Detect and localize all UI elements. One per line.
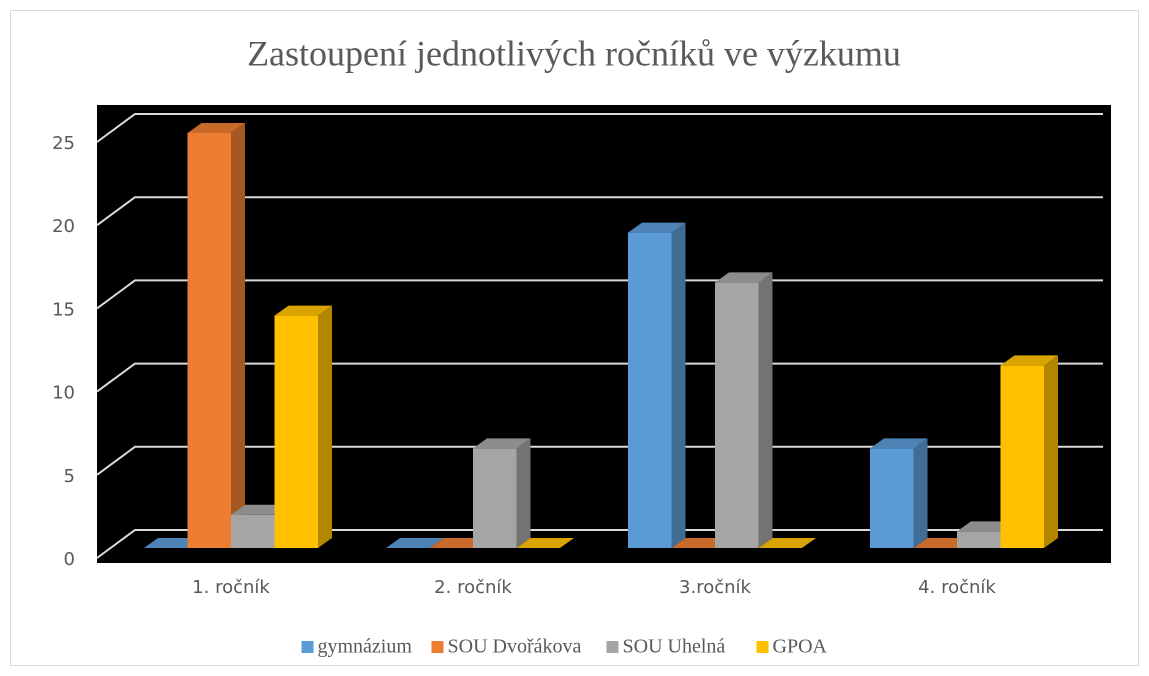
bar-top: [429, 538, 487, 548]
x-tick-label: 4. ročník: [918, 577, 996, 598]
bar: [870, 438, 928, 548]
legend-swatch: [431, 641, 444, 653]
bar-side: [318, 305, 332, 548]
y-tick-label: 10: [52, 383, 75, 404]
bar-top: [187, 123, 245, 133]
y-tick-label: 25: [52, 133, 75, 154]
bar-side: [758, 272, 773, 548]
legend-swatch: [756, 641, 769, 653]
legend-label: SOU Dvořákova: [448, 636, 582, 658]
bar-top: [957, 521, 1015, 532]
bar-front: [870, 448, 914, 548]
legend-swatch: [301, 641, 314, 653]
bar-top: [144, 538, 202, 548]
bar-top: [913, 538, 971, 548]
bar-side: [231, 123, 245, 548]
bar: [144, 538, 202, 548]
bar: [913, 538, 971, 548]
legend-label: gymnázium: [318, 636, 413, 658]
bar-front: [628, 232, 672, 548]
bar: [628, 222, 686, 548]
grid-line: [96, 529, 1103, 559]
bar: [758, 538, 816, 548]
legend-label: SOU Uhelná: [623, 636, 726, 658]
bar-top: [870, 438, 928, 449]
bar-side: [516, 438, 531, 548]
bar-top: [516, 538, 574, 548]
grid-line: [96, 196, 1103, 227]
y-tick-label: 20: [52, 216, 75, 237]
bar-top: [386, 538, 444, 548]
bar-top: [671, 538, 729, 548]
bar-top: [715, 272, 773, 283]
bar-top: [274, 305, 332, 316]
grid-line: [96, 445, 1103, 476]
bar-front: [715, 282, 759, 548]
bar: [274, 305, 332, 548]
bar-top: [628, 222, 686, 233]
bar: [473, 438, 531, 548]
bar-top: [231, 504, 289, 515]
bar: [516, 538, 574, 548]
bar: [1000, 355, 1058, 548]
bar-top: [1000, 355, 1058, 366]
bar: [715, 272, 773, 548]
plot-area: [97, 105, 1111, 563]
bar: [187, 123, 245, 548]
bar-top: [758, 538, 816, 548]
grid-line: [96, 362, 1103, 393]
bar-front: [1000, 365, 1044, 548]
bar-side: [913, 438, 928, 548]
bar-front: [231, 514, 275, 548]
y-tick-label: 0: [64, 549, 75, 570]
bar-front: [473, 448, 517, 548]
y-tick-label: 15: [52, 299, 75, 320]
x-tick-label: 2. ročník: [434, 577, 512, 598]
bar: [429, 538, 487, 548]
bar: [386, 538, 444, 548]
x-tick-label: 1. ročník: [192, 577, 270, 598]
legend-label: GPOA: [773, 636, 828, 658]
grid-line: [96, 113, 1103, 143]
bar-side: [671, 222, 686, 548]
y-tick-label: 5: [64, 466, 75, 487]
bar-top: [473, 438, 531, 449]
legend-swatch: [606, 641, 619, 653]
bar-front: [274, 315, 318, 548]
x-tick-label: 3.ročník: [679, 577, 751, 598]
bar-front: [957, 531, 1001, 548]
bar-side: [1044, 355, 1058, 548]
bar-front: [187, 133, 231, 548]
grid-line: [96, 279, 1103, 310]
chart-title: Zastoupení jednotlivých ročníků ve výzku…: [247, 33, 901, 73]
bar: [671, 538, 729, 548]
